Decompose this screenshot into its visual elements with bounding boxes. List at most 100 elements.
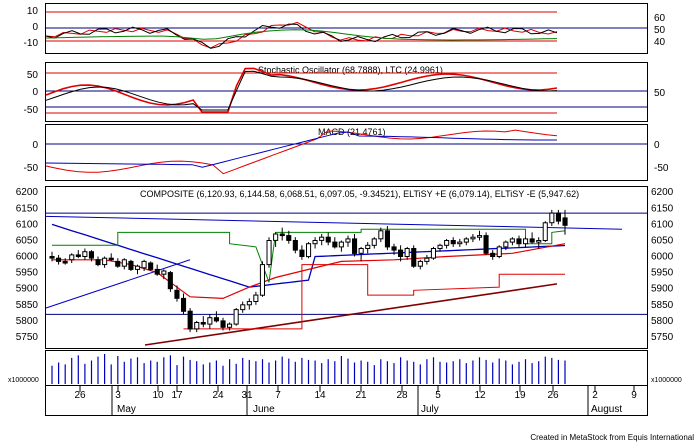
candle-down (292, 240, 298, 251)
candle-up (509, 238, 515, 243)
p3-right-tick-0: 0 (654, 140, 660, 151)
p3-macd-line (45, 129, 558, 175)
candle-up (253, 294, 259, 303)
p1-right-tick-1: 50 (654, 25, 666, 36)
price-tick-right: 5900 (651, 284, 674, 295)
price-trendline-down (45, 215, 623, 230)
candle-down (200, 322, 206, 325)
price-tick-left: 5950 (16, 268, 39, 279)
candle-down (167, 272, 173, 290)
month-label-july: July (421, 404, 439, 415)
candle-up (227, 323, 233, 328)
volume-panel-frame (45, 350, 648, 386)
candle-up (477, 235, 483, 238)
candle-up (536, 240, 542, 243)
candle-up (358, 248, 364, 254)
candle-down (220, 320, 226, 328)
candle-down (88, 251, 95, 259)
candle-down (529, 238, 535, 243)
date-tick-label: 2 (592, 390, 598, 401)
candle-down (75, 254, 81, 257)
price-tick-right: 6200 (651, 187, 674, 198)
macd-lines (45, 129, 647, 175)
candle-up (463, 238, 469, 243)
candle-up (444, 240, 450, 246)
date-tick-label: 28 (396, 390, 408, 401)
candle-up (102, 257, 108, 266)
volume-unit-right: x1000000 (651, 377, 682, 384)
p1-left-tick-1: 0 (32, 22, 38, 33)
macd-title: MACD (21.4761) (318, 127, 386, 137)
candle-down (555, 212, 562, 222)
price-tick-right: 5950 (651, 268, 674, 279)
candle-down (352, 238, 358, 254)
date-tick-label: 5 (435, 390, 441, 401)
date-tick-label: 9 (631, 390, 637, 401)
p3-signal-line (45, 131, 557, 168)
date-tick-label: 19 (514, 390, 526, 401)
candle-up (161, 270, 167, 275)
month-label-august: August (591, 404, 622, 415)
stochastic-lines (45, 67, 647, 114)
p2-right-tick-0: 50 (654, 88, 666, 99)
price-tick-left: 6100 (16, 219, 39, 230)
p2-left-tick-1: 0 (32, 87, 38, 98)
oscillator-panel-frame (45, 3, 648, 54)
candle-down (490, 252, 496, 258)
candle-up (233, 309, 239, 325)
p2-stochastic-d (45, 70, 558, 111)
date-tick-label: 12 (474, 390, 486, 401)
price-tick-left: 6150 (16, 203, 39, 214)
candle-up (404, 248, 410, 257)
candle-down (128, 260, 134, 270)
date-axis: 26 3 10 17 24 31 7 14 21 28 5 12 19 26 2 9 (74, 386, 637, 415)
price-tick-right: 5850 (651, 300, 674, 311)
candle-up (549, 212, 555, 224)
price-tick-left: 5750 (16, 332, 39, 343)
candle-up (523, 238, 529, 245)
candle-up (542, 222, 548, 242)
price-tick-right: 6100 (651, 219, 674, 230)
price-tick-right: 6000 (651, 252, 674, 263)
candle-up (503, 241, 509, 248)
candle-up (306, 243, 312, 258)
candle-up (345, 238, 351, 243)
candle-down (332, 241, 338, 248)
candle-up (312, 240, 318, 245)
candle-up (246, 301, 252, 306)
candle-down (384, 230, 390, 248)
p2-left-tick-2: -50 (24, 105, 39, 116)
date-tick-label: 3 (115, 390, 121, 401)
candle-up (430, 248, 436, 259)
p1-signal-green (45, 29, 558, 41)
month-label-may: May (117, 404, 136, 415)
candle-up (496, 246, 502, 257)
price-long-trend (144, 283, 558, 346)
p1-left-tick-2: -10 (24, 38, 39, 49)
price-red-stop (183, 264, 565, 330)
candle-down (95, 259, 101, 266)
candle-up (273, 233, 279, 241)
p1-right-tick-2: 40 (654, 37, 666, 48)
candle-down (213, 317, 219, 322)
candle-down (562, 217, 568, 226)
price-tick-left: 5900 (16, 284, 39, 295)
p1-right-tick-0: 60 (654, 13, 666, 24)
candle-up (207, 317, 213, 325)
price-panel-frame (45, 186, 648, 349)
candle-up (437, 244, 443, 250)
price-tick-left: 5850 (16, 300, 39, 311)
date-tick-label: 10 (152, 390, 164, 401)
p1-oscillator-black (45, 23, 558, 49)
candle-down (483, 235, 489, 254)
candle-down (391, 246, 397, 251)
candle-up (69, 254, 75, 261)
candle-up (194, 322, 200, 330)
candle-up (319, 236, 325, 241)
candle-down (154, 268, 160, 275)
volume-bars (51, 354, 566, 384)
p3-right-tick-1: -50 (654, 163, 669, 174)
candle-up (82, 251, 88, 257)
date-tick-label: 17 (171, 390, 183, 401)
